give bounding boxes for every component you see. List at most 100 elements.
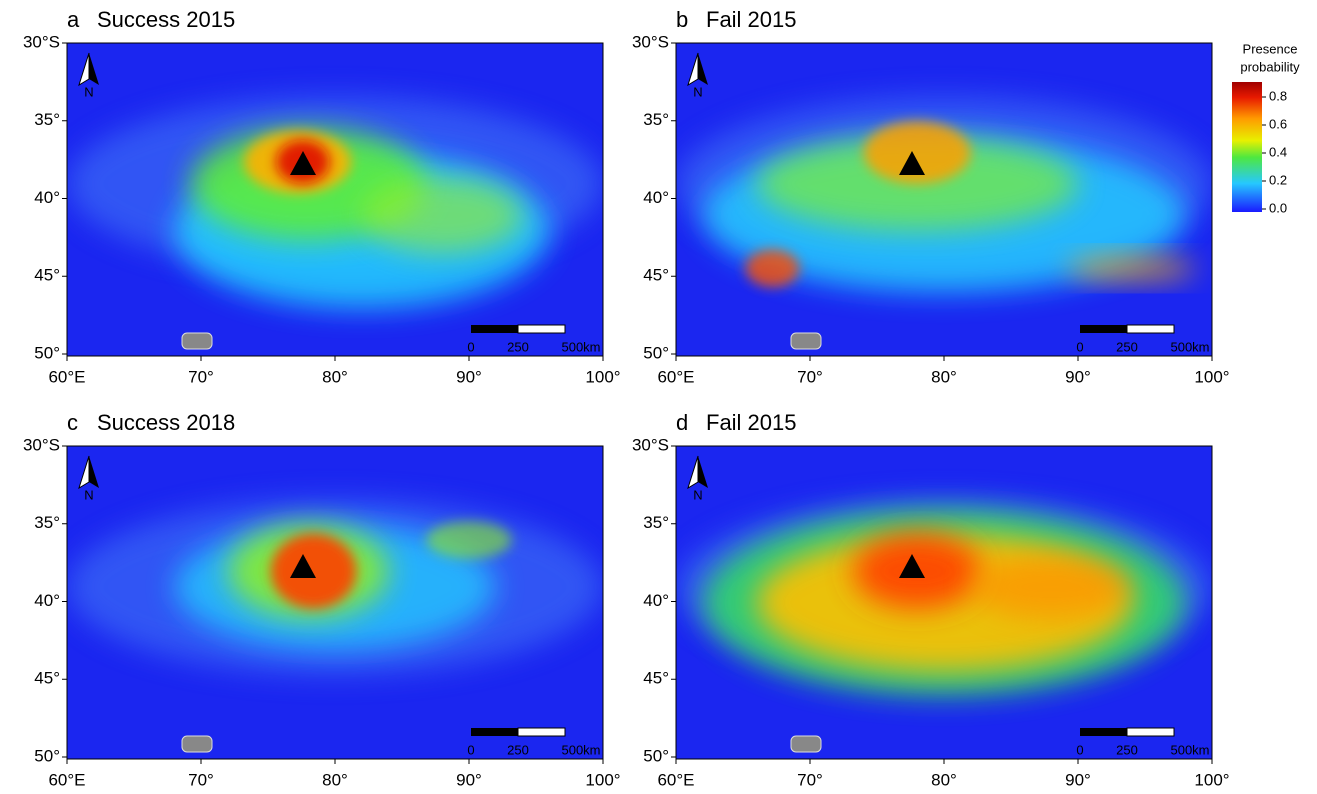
x-tick-label: 100° [585,770,620,789]
y-tick-label: 30°S [632,32,669,51]
scale-label: 500km [1170,339,1209,354]
panel-title: Fail 2015 [706,7,797,32]
scale-label: 250 [1116,742,1138,757]
colorbar-tick-label: 0.0 [1269,200,1287,215]
island [790,735,822,753]
x-tick-label: 80° [322,367,348,386]
hotspot [863,121,971,184]
panel-letter: b [676,7,688,32]
site-marker [290,151,316,175]
scale-label: 500km [561,339,600,354]
island [181,735,213,753]
colorbar: Presence probability 0.8 0.6 0.4 0.2 0.0 [1232,41,1300,215]
panel-title: Success 2018 [97,410,235,435]
scale-label: 0 [1076,742,1083,757]
scale-label: 0 [467,339,474,354]
island [790,332,822,350]
y-tick-label: 45° [643,669,669,688]
x-tick-label: 70° [797,770,823,789]
x-tick-label: 70° [188,770,214,789]
panel-title: Success 2015 [97,7,235,32]
north-label: N [84,487,93,502]
y-tick-label: 30°S [23,32,60,51]
north-arrow [89,53,99,85]
scale-label: 250 [507,742,529,757]
colorbar-gradient [1232,82,1262,212]
colorbar-tick-label: 0.6 [1269,116,1287,131]
x-tick-label: 90° [456,367,482,386]
x-tick-label: 80° [931,367,957,386]
panel-title: Fail 2015 [706,410,797,435]
scale-label: 250 [1116,339,1138,354]
scale-bar [1126,727,1175,737]
y-tick-label: 45° [643,266,669,285]
y-tick-label: 35° [34,513,60,532]
scale-bar [471,728,518,736]
y-tick-label: 45° [34,266,60,285]
hotspot [970,555,1132,619]
panel-letter: c [67,410,78,435]
north-arrow [698,456,708,488]
colorbar-tick-label: 0.8 [1269,88,1287,103]
y-tick-label: 50° [643,343,669,362]
hotspot [745,249,800,288]
hotspot [361,177,523,253]
y-tick-label: 50° [643,746,669,765]
x-tick-label: 60°E [48,367,85,386]
scale-label: 500km [1170,742,1209,757]
hotspot [1067,255,1196,281]
panel-letter: d [676,410,688,435]
scale-bar [517,324,566,334]
north-arrow [698,53,708,85]
map-raster [676,43,1212,356]
y-tick-label: 40° [34,188,60,207]
y-tick-label: 30°S [23,435,60,454]
x-tick-label: 90° [1065,367,1091,386]
map-raster [676,446,1212,759]
north-arrow [89,456,99,488]
colorbar-tick-label: 0.4 [1269,144,1287,159]
scale-bar [1126,324,1175,334]
colorbar-tick-label: 0.2 [1269,172,1287,187]
scale-label: 500km [561,742,600,757]
map-panel: N 0 250 500km c Success 2018 60°E 70° 80° 90° 100°… [23,410,621,790]
north-label: N [693,487,702,502]
x-tick-label: 100° [1194,770,1229,789]
x-tick-label: 90° [1065,770,1091,789]
map-raster [67,43,603,356]
map-panel: N 0 250 500km b Fail 2015 60°E 70° 80° 90° 100° 30°… [632,7,1230,387]
y-tick-label: 40° [643,188,669,207]
x-tick-label: 60°E [657,367,694,386]
y-tick-label: 35° [643,110,669,129]
colorbar-title: Presence [1243,41,1298,56]
x-tick-label: 80° [931,770,957,789]
y-tick-label: 35° [643,513,669,532]
scale-label: 0 [1076,339,1083,354]
scale-bar [471,325,518,333]
x-tick-label: 100° [585,367,620,386]
site-marker [290,554,316,578]
y-tick-label: 40° [34,591,60,610]
hotspot [270,533,357,609]
hotspot [756,136,1078,231]
y-tick-label: 40° [643,591,669,610]
scale-bar [1080,325,1127,333]
y-tick-label: 50° [34,746,60,765]
map-panel: N 0 250 500km d Fail 2015 60°E 70° 80° 90° 100° 30°… [632,410,1230,790]
site-marker [899,151,925,175]
colorbar-title: probability [1240,59,1300,74]
north-label: N [84,84,93,99]
map-panel: N 0 250 500km a Success 2015 60°E 70° 80° 90° 100°… [23,7,621,387]
y-tick-label: 30°S [632,435,669,454]
x-tick-label: 70° [188,367,214,386]
y-tick-label: 45° [34,669,60,688]
x-tick-label: 100° [1194,367,1229,386]
hotspot [426,521,512,559]
scale-bar [1080,728,1127,736]
north-label: N [693,84,702,99]
x-tick-label: 60°E [657,770,694,789]
panel-letter: a [67,7,80,32]
site-marker [899,554,925,578]
island [181,332,213,350]
y-tick-label: 50° [34,343,60,362]
